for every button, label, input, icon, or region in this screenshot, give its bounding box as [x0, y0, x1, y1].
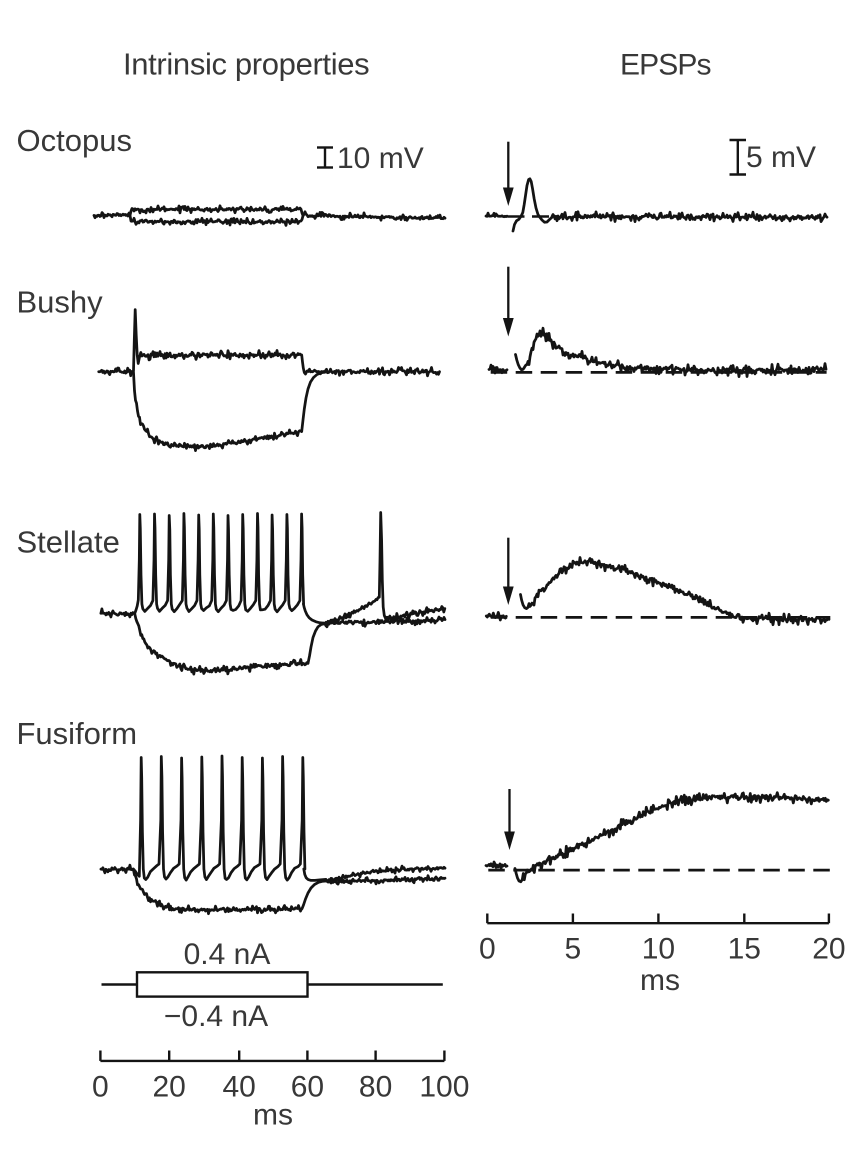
- svg-text:ms: ms: [640, 964, 680, 997]
- svg-text:0: 0: [479, 933, 496, 966]
- svg-text:0: 0: [92, 1070, 109, 1103]
- svg-text:Bushy: Bushy: [17, 285, 104, 320]
- svg-text:Octopus: Octopus: [17, 123, 132, 158]
- svg-text:5 mV: 5 mV: [746, 141, 816, 174]
- svg-text:80: 80: [359, 1070, 392, 1103]
- svg-text:10 mV: 10 mV: [337, 142, 424, 175]
- svg-text:−0.4 nA: −0.4 nA: [164, 1000, 268, 1033]
- svg-text:Fusiform: Fusiform: [17, 716, 138, 751]
- svg-text:Intrinsic properties: Intrinsic properties: [123, 47, 369, 82]
- svg-text:100: 100: [419, 1070, 469, 1103]
- svg-text:15: 15: [728, 933, 761, 966]
- svg-text:ms: ms: [253, 1099, 293, 1132]
- svg-text:20: 20: [153, 1070, 186, 1103]
- svg-text:Stellate: Stellate: [17, 525, 120, 560]
- svg-text:5: 5: [565, 933, 582, 966]
- svg-text:60: 60: [291, 1070, 324, 1103]
- svg-text:20: 20: [812, 933, 845, 966]
- svg-text:10: 10: [642, 933, 675, 966]
- svg-text:EPSPs: EPSPs: [620, 49, 711, 82]
- svg-text:40: 40: [223, 1070, 256, 1103]
- svg-text:0.4 nA: 0.4 nA: [184, 938, 271, 971]
